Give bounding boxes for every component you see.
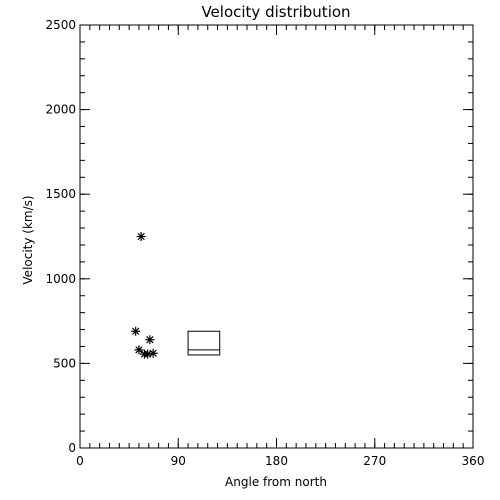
y-tick-label: 1500 <box>45 187 76 201</box>
data-point <box>136 232 146 241</box>
x-tick-label: 360 <box>462 454 485 468</box>
data-point <box>145 335 155 345</box>
chart-title: Velocity distribution <box>201 3 350 21</box>
x-tick-label: 0 <box>76 454 84 468</box>
y-tick-label: 2000 <box>45 103 76 117</box>
axis-tick-labels: 0 90 180 270 360 0 500 1000 1500 2000 2500 <box>45 18 484 468</box>
data-point <box>148 348 158 358</box>
axis-ticks <box>79 24 474 449</box>
y-tick-label: 500 <box>53 356 76 370</box>
x-tick-label: 270 <box>363 454 386 468</box>
x-axis-label: Angle from north <box>225 475 327 489</box>
y-tick-label: 2500 <box>45 18 76 32</box>
y-tick-label: 0 <box>68 441 76 455</box>
x-tick-label: 90 <box>171 454 186 468</box>
data-layer <box>131 232 221 359</box>
data-point <box>131 326 141 336</box>
y-axis-label: Velocity (km/s) <box>21 195 35 284</box>
data-point <box>134 345 144 355</box>
x-tick-label: 180 <box>265 454 288 468</box>
y-tick-label: 1000 <box>45 272 76 286</box>
summary-box <box>187 330 221 356</box>
